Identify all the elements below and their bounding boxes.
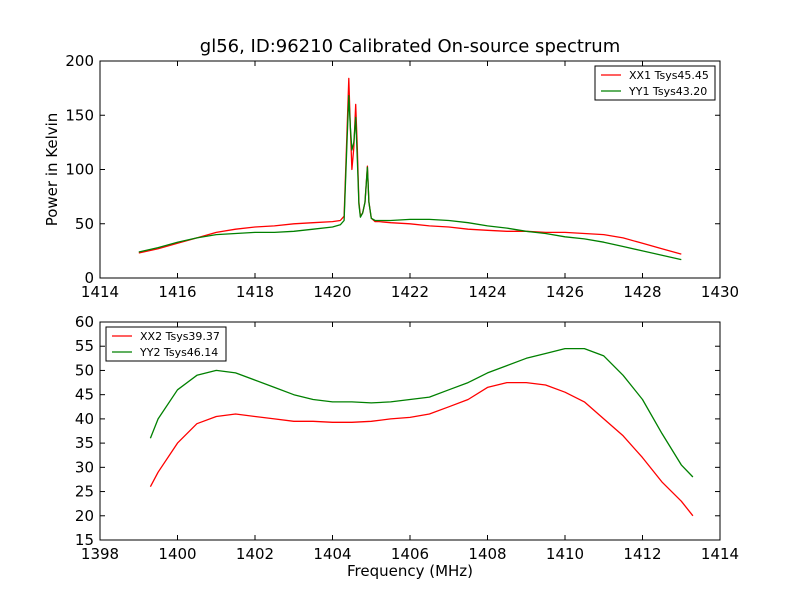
y-tick-label: 30 — [75, 458, 94, 476]
x-tick-label: 1430 — [701, 283, 739, 301]
x-tick-label: 1422 — [391, 283, 429, 301]
y-tick-label: 50 — [75, 215, 94, 233]
legend-entry-label: XX2 Tsys39.37 — [140, 330, 220, 343]
y-tick-label: 50 — [75, 361, 94, 379]
series-line-yy1 — [138, 95, 682, 261]
y-tick-label: 40 — [75, 410, 94, 428]
y-axis-label: Power in Kelvin — [43, 113, 61, 227]
x-tick-label: 1418 — [236, 283, 274, 301]
legend-entry-label: YY1 Tsys43.20 — [628, 85, 707, 98]
x-tick-label: 1416 — [158, 283, 196, 301]
legend: XX1 Tsys45.45 YY1 Tsys43.20 — [594, 65, 716, 101]
x-axis-label: Frequency (MHz) — [347, 562, 473, 580]
y-tick-label: 0 — [84, 269, 94, 287]
y-tick-label: 150 — [65, 106, 94, 124]
x-tick-label: 1424 — [468, 283, 506, 301]
legend-entry-label: XX1 Tsys45.45 — [629, 69, 709, 82]
figure-title: gl56, ID:96210 Calibrated On-source spec… — [200, 36, 620, 57]
y-tick-label: 35 — [75, 434, 94, 452]
legend-box — [594, 65, 716, 101]
legend-entry-label: YY2 Tsys46.14 — [139, 346, 218, 359]
y-tick-label: 45 — [75, 386, 94, 404]
x-tick-label: 1404 — [313, 545, 351, 563]
y-tick-label: 200 — [65, 52, 94, 70]
x-tick-label: 1400 — [158, 545, 196, 563]
y-tick-label: 60 — [75, 313, 94, 331]
series-line-xx2 — [149, 381, 694, 517]
x-tick-label: 1410 — [546, 545, 584, 563]
x-tick-label: 1398 — [81, 545, 119, 563]
series-line-yy2 — [149, 347, 694, 478]
x-tick-label: 1414 — [701, 545, 739, 563]
x-tick-label: 1408 — [468, 545, 506, 563]
bottom-spectrum-panel: 1398 1400 1402 1404 1406 1408 1410 1412 1414 15 20… — [75, 313, 739, 580]
y-tick-label: 15 — [75, 531, 94, 549]
y-tick-label: 20 — [75, 507, 94, 525]
x-tick-label: 1426 — [546, 283, 584, 301]
top-spectrum-panel: 1414 1416 1418 1420 1422 1424 1426 1428 1430 0 50 1… — [43, 52, 739, 301]
x-tick-label: 1406 — [391, 545, 429, 563]
x-tick-label: 1420 — [313, 283, 351, 301]
x-tick-label: 1414 — [81, 283, 119, 301]
y-tick-label: 55 — [75, 337, 94, 355]
legend: XX2 Tsys39.37 YY2 Tsys46.14 — [105, 326, 227, 362]
legend-box — [105, 326, 227, 362]
y-tick-label: 25 — [75, 483, 94, 501]
x-tick-label: 1412 — [623, 545, 661, 563]
x-tick-label: 1402 — [236, 545, 274, 563]
y-tick-label: 100 — [65, 161, 94, 179]
x-tick-label: 1428 — [623, 283, 661, 301]
